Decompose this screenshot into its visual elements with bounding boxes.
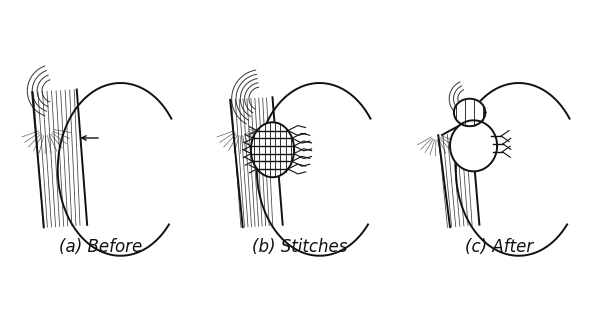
- Text: (c) After: (c) After: [465, 238, 533, 256]
- Text: (b) Stitches: (b) Stitches: [253, 238, 347, 256]
- Polygon shape: [454, 99, 485, 126]
- Polygon shape: [450, 120, 497, 171]
- Text: (a) Before: (a) Before: [59, 238, 143, 256]
- Polygon shape: [251, 122, 294, 177]
